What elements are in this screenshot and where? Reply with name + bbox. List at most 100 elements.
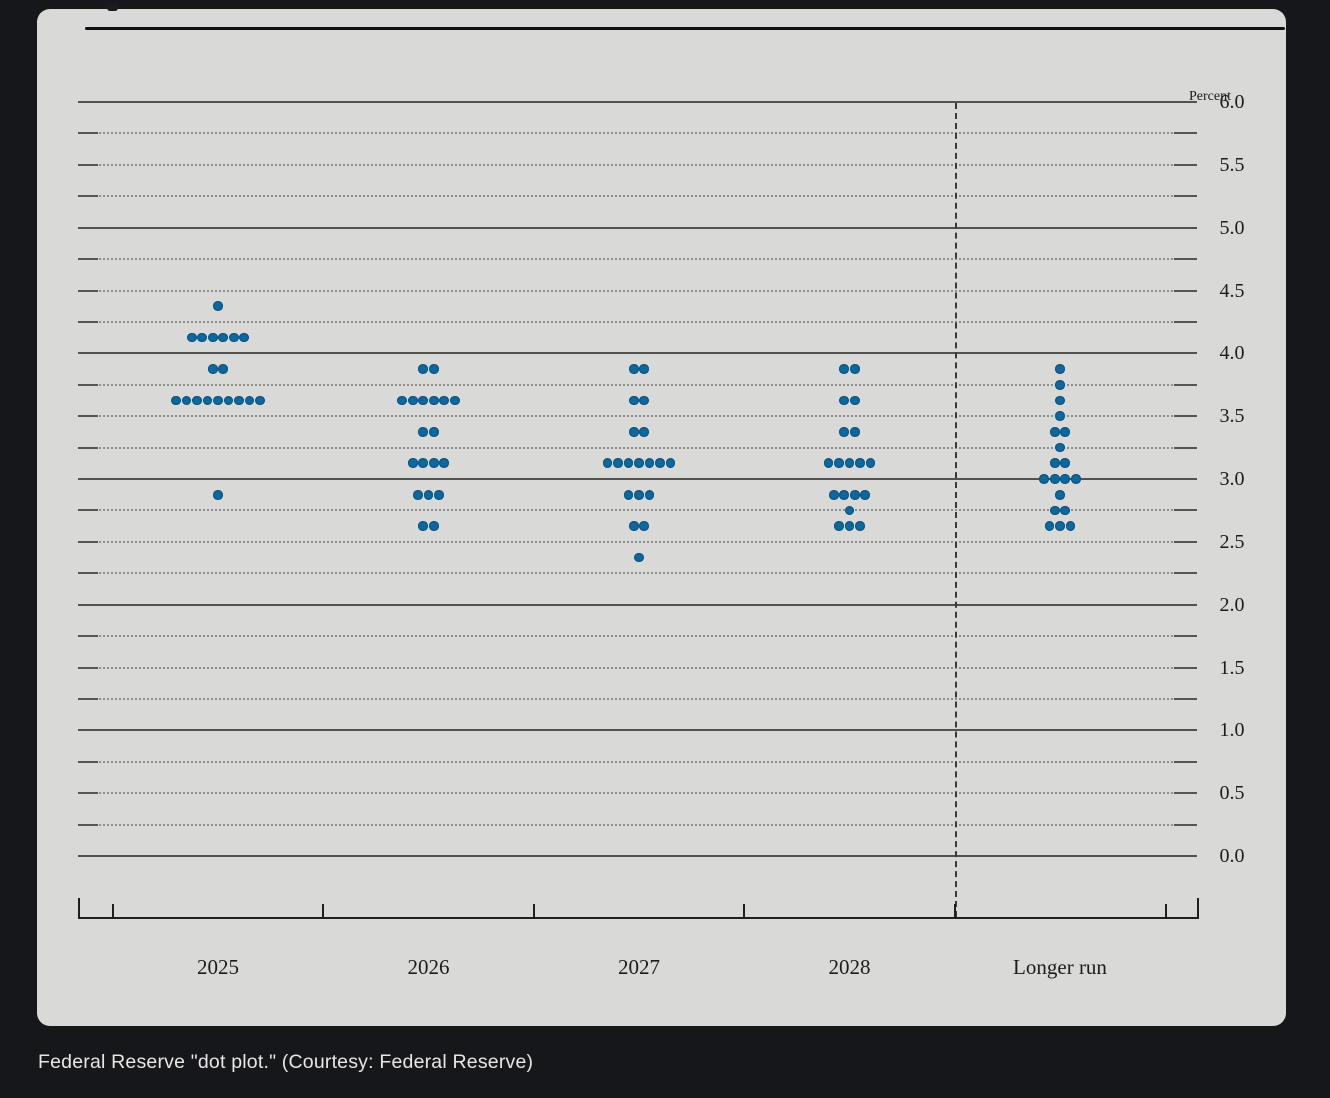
projection-dot: [218, 332, 229, 343]
projection-dot: [1055, 364, 1065, 374]
projection-dot: [186, 332, 197, 343]
grid-right-tick: [1174, 635, 1197, 638]
projection-dot: [218, 364, 229, 374]
projection-dot: [192, 395, 202, 406]
grid-right-tick: [1174, 163, 1197, 166]
y-tick-label: 0.0: [1219, 845, 1245, 867]
projection-dot: [602, 458, 613, 469]
grid-left-tick: [78, 163, 98, 166]
grid-right-tick: [1174, 697, 1197, 700]
grid-line-dotted: [99, 823, 1173, 826]
y-tick-label: 5.0: [1219, 216, 1245, 239]
cropped-text-remnant: [107, 5, 118, 11]
projection-dot: [1055, 521, 1065, 531]
projection-dot: [397, 395, 408, 406]
y-tick-label: 6.0: [1219, 91, 1245, 113]
y-tick-label: 4.5: [1219, 279, 1245, 302]
projection-dot: [449, 395, 460, 406]
projection-dot: [1060, 474, 1071, 484]
grid-right-tick: [1174, 509, 1197, 512]
projection-dot: [239, 332, 250, 343]
grid-right-tick: [1174, 760, 1197, 763]
grid-right-tick: [1174, 132, 1197, 135]
grid-line-dotted: [99, 289, 1173, 292]
projection-dot: [665, 458, 676, 469]
grid-line-dotted: [99, 132, 1173, 135]
projection-dot: [644, 489, 655, 500]
grid-line-dotted: [99, 320, 1173, 323]
projection-dot: [860, 489, 871, 500]
x-category-label: 2026: [407, 955, 450, 979]
projection-dot: [628, 521, 639, 531]
x-category-label: Longer run: [1013, 955, 1107, 979]
grid-line-dotted: [99, 697, 1173, 700]
projection-dot: [634, 552, 644, 563]
projection-dot: [1055, 379, 1065, 390]
grid-line-solid: [78, 729, 1197, 732]
grid-right-tick: [1174, 446, 1197, 449]
projection-dot: [418, 364, 429, 374]
grid-right-tick: [1174, 666, 1197, 669]
projection-dot: [244, 395, 255, 406]
projection-dot: [839, 489, 850, 500]
projection-dot: [1055, 442, 1065, 453]
grid-right-tick: [1174, 792, 1197, 795]
projection-dot: [834, 458, 844, 469]
projection-dot: [181, 395, 192, 406]
projection-dot: [628, 427, 639, 437]
projection-dot: [855, 458, 865, 469]
grid-right-tick: [1174, 258, 1197, 261]
percent-axis-title: Percent: [1189, 89, 1231, 104]
projection-dot: [823, 458, 834, 469]
projection-dot: [428, 364, 439, 374]
grid-line-solid: [78, 855, 1197, 857]
grid-line-dotted: [99, 509, 1173, 512]
projection-dot: [1049, 505, 1060, 516]
grid-left-tick: [78, 258, 98, 261]
projection-dot: [849, 489, 860, 500]
projection-dot: [1049, 474, 1060, 484]
projection-dot: [234, 395, 244, 406]
projection-dot: [207, 332, 218, 343]
projection-dot: [428, 395, 439, 406]
projection-dot: [1049, 458, 1060, 469]
projection-dot: [623, 489, 634, 500]
grid-left-tick: [78, 415, 98, 418]
grid-right-tick: [1174, 383, 1197, 386]
chart-caption: Federal Reserve "dot plot." (Courtesy: F…: [38, 1051, 534, 1073]
grid-right-tick: [1174, 289, 1197, 292]
grid-left-tick: [78, 289, 98, 292]
projection-dot: [623, 458, 634, 469]
grid-left-tick: [78, 666, 98, 669]
projection-dot: [844, 505, 855, 516]
y-tick-label: 2.5: [1219, 530, 1245, 553]
projection-dot: [213, 489, 223, 500]
x-axis-tick: [1164, 904, 1167, 917]
grid-line-solid: [78, 226, 1197, 229]
grid-line-dotted: [99, 540, 1173, 543]
projection-dot: [1055, 411, 1065, 421]
dot-plot-chart: Percent 6.0 5.5 5.0 4.5 4.0 3.5 3.0 2.5 2.0 1.5 1.…: [37, 9, 1286, 1026]
projection-dot: [1055, 395, 1065, 406]
projection-dot: [418, 521, 429, 531]
y-tick-label: 3.5: [1219, 405, 1245, 428]
chart-card: Percent 6.0 5.5 5.0 4.5 4.0 3.5 3.0 2.5 2.0 1.5 1.…: [37, 9, 1286, 1026]
grid-line-dotted: [99, 446, 1173, 449]
grid-line-dotted: [99, 572, 1173, 575]
grid-line-dotted: [99, 415, 1173, 418]
projection-dot: [865, 458, 876, 469]
projection-dot: [839, 395, 850, 406]
projection-dot: [418, 395, 429, 406]
y-tick-label: 5.5: [1219, 153, 1245, 176]
projection-dot: [634, 489, 644, 500]
projection-dot: [1065, 521, 1076, 531]
x-axis-tick: [322, 904, 325, 917]
projection-dot: [428, 458, 439, 469]
grid-line-solid: [78, 352, 1197, 355]
y-tick-label: 3.0: [1219, 468, 1245, 490]
projection-dot: [644, 458, 655, 469]
projection-dot: [428, 427, 439, 437]
grid-right-tick: [1174, 572, 1197, 575]
projection-dot: [1070, 474, 1081, 484]
